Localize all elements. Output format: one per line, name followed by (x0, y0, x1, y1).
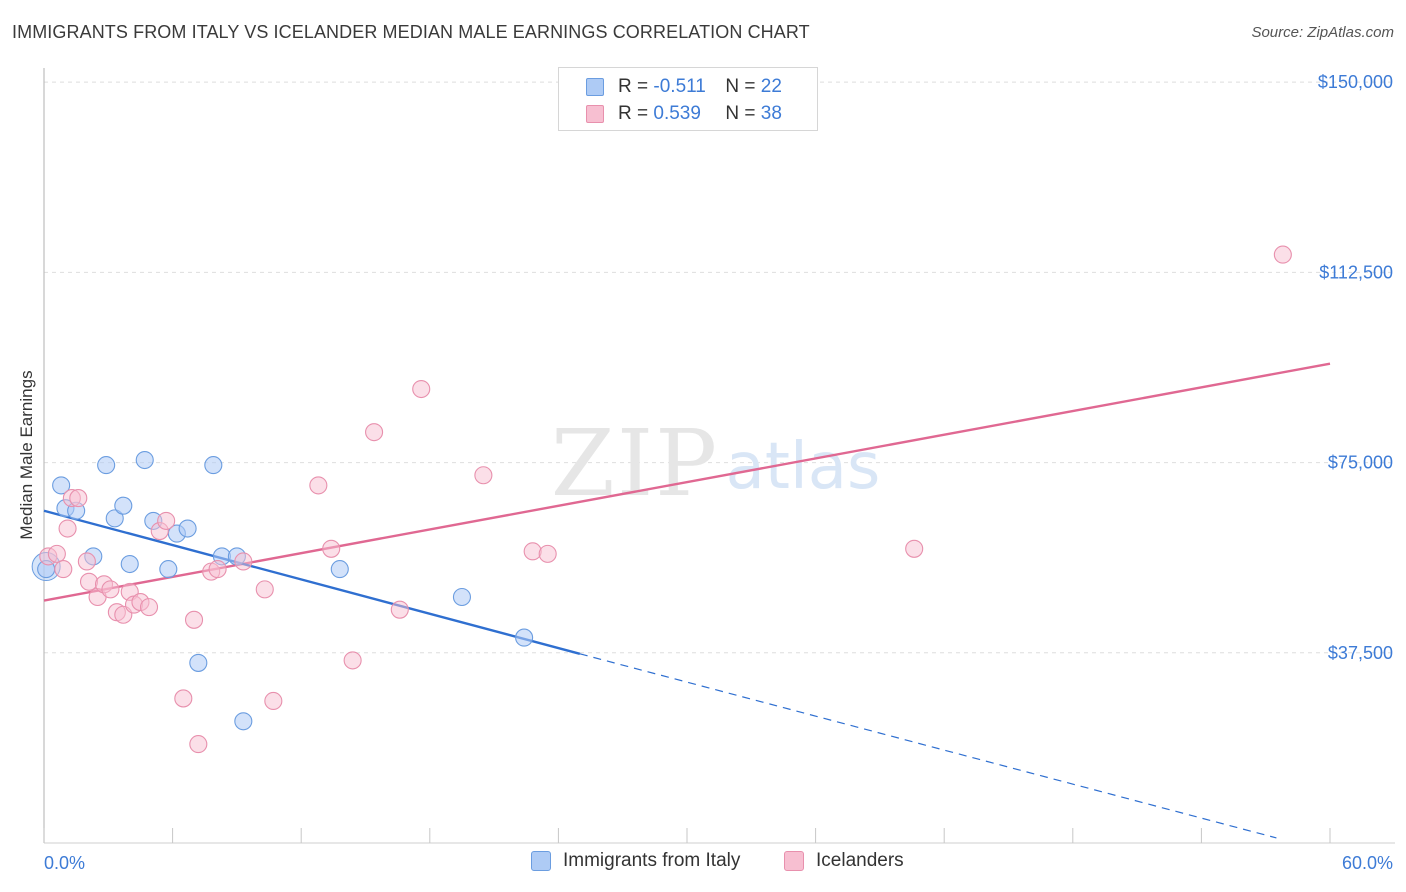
data-point-icelanders (47, 544, 66, 563)
data-point-icelanders (101, 580, 120, 599)
data-point-italy (515, 628, 534, 647)
legend-row-italy: R = -0.511 N = 22 (586, 75, 782, 99)
correlation-legend: R = -0.511 N = 22 R = 0.539 N = 38 (558, 67, 818, 131)
data-point-italy (178, 519, 197, 538)
legend-r-label: R = (618, 76, 649, 97)
data-point-italy (97, 456, 116, 475)
data-point-icelanders (343, 651, 362, 670)
data-point-italy (204, 456, 223, 475)
data-point-icelanders (1273, 245, 1292, 264)
data-point-italy (105, 509, 124, 528)
data-point-icelanders (365, 423, 384, 442)
data-point-italy (114, 496, 133, 515)
data-point-icelanders (157, 511, 176, 530)
legend-swatch-blue (586, 78, 604, 96)
data-point-icelanders (184, 610, 204, 629)
series-legend: Immigrants from Italy Icelanders (0, 850, 1406, 878)
data-point-icelanders (264, 691, 283, 711)
x-tick-label: 0.0% (44, 853, 85, 873)
legend-swatch-blue (531, 851, 551, 871)
trend-lines (43, 362, 1331, 839)
y-tick-label: $150,000 (1318, 72, 1393, 92)
data-point-italy (52, 476, 71, 495)
data-point-icelanders (309, 476, 328, 495)
x-tick-labels: 0.0% 60.0% (44, 853, 1393, 873)
legend-swatch-pink (784, 851, 804, 871)
data-point-italy (234, 712, 253, 731)
legend-swatch-pink (586, 105, 604, 123)
data-point-icelanders (538, 544, 557, 563)
data-point-icelanders (905, 539, 924, 558)
legend-r-label: R = (618, 103, 649, 124)
trend-line-icelanders (43, 362, 1331, 602)
watermark-atlas: atlas (726, 430, 881, 504)
data-point-icelanders (77, 552, 96, 571)
y-tick-label: $112,500 (1319, 262, 1393, 282)
y-tick-label: $75,000 (1328, 453, 1393, 473)
legend-item-italy[interactable]: Immigrants from Italy (531, 850, 740, 872)
data-point-icelanders (54, 560, 73, 579)
data-point-icelanders (523, 542, 542, 561)
data-point-icelanders (174, 689, 193, 708)
legend-item-icelanders[interactable]: Icelanders (784, 850, 904, 872)
zipatlas-watermark: ZIP atlas (551, 410, 880, 517)
legend-label: Icelanders (816, 850, 904, 871)
source-credit[interactable]: Source: ZipAtlas.com (1251, 24, 1394, 41)
data-point-icelanders (208, 560, 227, 579)
legend-r-value: 0.539 (653, 103, 701, 124)
data-point-icelanders (474, 466, 493, 485)
data-point-icelanders (234, 552, 253, 571)
data-point-icelanders (139, 598, 159, 617)
data-point-icelanders (79, 572, 99, 591)
data-point-icelanders (189, 735, 208, 754)
legend-label: Immigrants from Italy (563, 850, 741, 871)
y-tick-label: $37,500 (1328, 643, 1393, 663)
data-point-italy (330, 560, 349, 579)
legend-n-value: 22 (760, 76, 782, 97)
data-point-icelanders (322, 539, 341, 558)
data-point-icelanders (58, 519, 77, 538)
legend-row-icelanders: R = 0.539 N = 38 (586, 102, 782, 126)
data-point-italy (452, 587, 472, 607)
trend-line-italy (43, 509, 581, 655)
data-points (31, 245, 1292, 754)
data-point-italy (135, 450, 154, 470)
legend-n-value: 38 (760, 103, 782, 124)
y-tick-labels: $37,500 $75,000 $112,500 $150,000 (1318, 72, 1393, 663)
data-point-icelanders (255, 580, 274, 599)
data-point-italy (120, 554, 139, 574)
trend-line-italy-extrapolated (579, 653, 1277, 839)
watermark-zip: ZIP (551, 410, 719, 517)
legend-r-value: -0.511 (653, 76, 706, 97)
y-axis-title: Median Male Earnings (17, 370, 36, 539)
legend-n-label: N = (725, 76, 756, 97)
data-point-icelanders (412, 379, 431, 399)
data-point-italy (159, 560, 178, 579)
legend-n-label: N = (725, 103, 756, 124)
x-tick-label: 60.0% (1342, 853, 1393, 873)
chart-title: IMMIGRANTS FROM ITALY VS ICELANDER MEDIA… (12, 22, 810, 42)
axes (43, 68, 1395, 844)
data-point-icelanders (390, 600, 409, 619)
data-point-icelanders (69, 489, 88, 508)
data-point-italy (189, 653, 208, 672)
